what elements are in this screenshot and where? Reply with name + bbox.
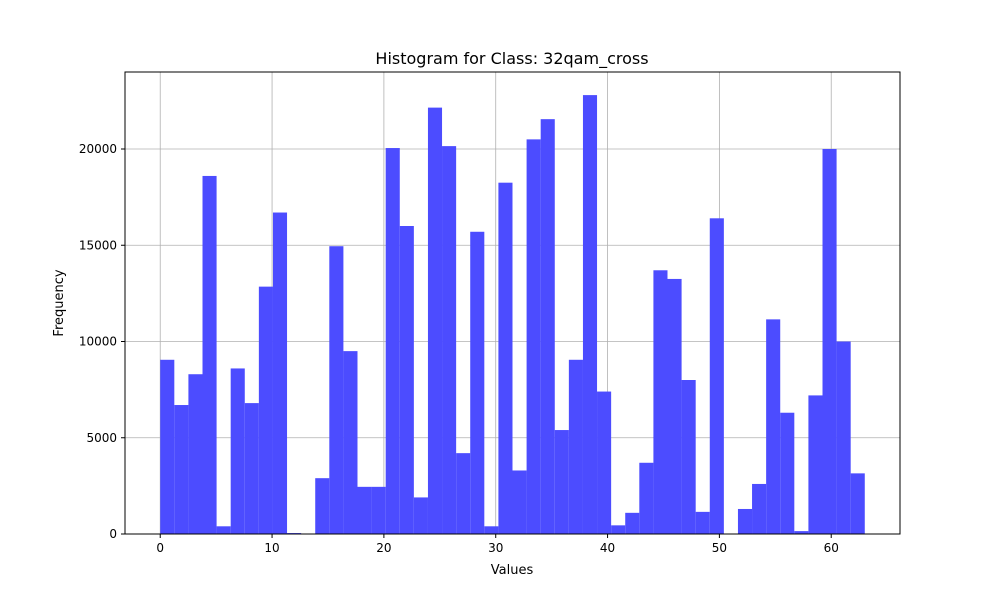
histogram-bar [752,483,767,534]
histogram-bar [188,374,203,534]
histogram-bar [794,531,809,534]
y-axis-label: Frequency [52,269,67,336]
histogram-bar [695,511,710,534]
histogram-bar [766,319,781,534]
histogram-bar [244,403,259,534]
histogram-bar [808,395,823,534]
histogram-bar [258,286,273,534]
histogram-bar [216,526,231,534]
bars [160,95,865,535]
histogram-bar [456,453,471,534]
y-tick-label: 10000 [79,335,117,349]
x-tick-label: 40 [600,541,615,555]
histogram-bar [512,470,527,534]
histogram-bar [329,246,344,534]
histogram-bar [597,391,612,534]
histogram-bar [202,175,217,534]
histogram-bar [470,231,485,534]
x-tick-label: 50 [712,541,727,555]
histogram-bar [568,359,583,534]
y-tick-label: 0 [109,527,117,541]
histogram-bar [582,95,598,534]
y-axis-ticks: 0 5000 10000 15000 20000 [79,142,125,541]
histogram-bar [174,405,189,534]
histogram-bar [272,212,288,534]
histogram-bar [850,473,865,534]
histogram-bar [822,149,837,534]
histogram-bar [709,218,724,535]
x-tick-label: 60 [824,541,839,555]
histogram-bar [526,139,541,534]
histogram-bar [371,486,386,534]
plot-frame [124,71,901,535]
histogram-bar [315,478,330,534]
histogram-bar [737,508,753,534]
y-tick-label: 15000 [79,238,117,252]
histogram-bar [160,359,175,534]
histogram-bar [625,512,640,534]
histogram-bar [413,497,428,534]
x-tick-label: 30 [488,541,503,555]
histogram-bar [836,341,851,534]
histogram-bar [442,146,457,535]
histogram-bar [343,351,358,534]
chart-title: Histogram for Class: 32qam_cross [375,49,648,69]
histogram-bar [385,148,400,534]
x-axis-ticks: 0 10 20 30 40 50 60 [156,534,839,555]
histogram-bar [611,525,626,534]
histogram-bar [540,119,555,534]
histogram-bar [653,270,668,534]
histogram-bar [230,368,245,534]
histogram-bar [780,412,795,534]
y-tick-label: 20000 [79,142,117,156]
x-tick-label: 20 [376,541,391,555]
histogram-bar [427,107,443,535]
histogram-bar [639,462,654,534]
histogram-bar [554,430,569,534]
histogram-bar [681,380,696,534]
histogram-bar [357,486,372,534]
y-tick-label: 5000 [86,431,117,445]
x-tick-label: 10 [264,541,279,555]
histogram-bar [484,526,499,534]
histogram-bar [667,278,682,534]
x-tick-label: 0 [156,541,164,555]
histogram-bar [498,182,513,534]
histogram-bar [399,226,414,534]
x-axis-label: Values [491,563,534,578]
